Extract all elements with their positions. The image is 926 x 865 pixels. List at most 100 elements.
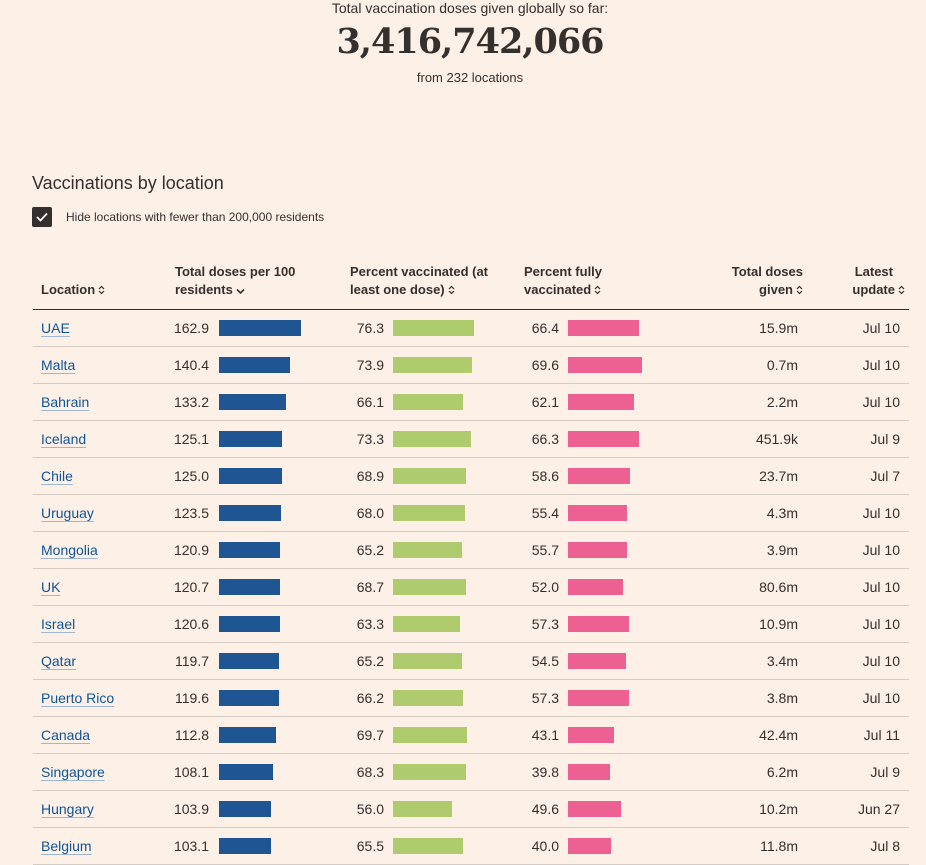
table-row: Israel 120.6 63.3 57.3 10.9m Jul 10 [33,606,909,643]
doses-per-100-value: 120.9 [173,542,209,558]
pct-fully-value: 39.8 [531,764,559,780]
doses-per-100-bar [219,357,290,373]
pct-one-dose-value: 65.2 [356,542,384,558]
table-row: Uruguay 123.5 68.0 55.4 4.3m Jul 10 [33,495,909,532]
doses-per-100-bar [219,838,271,854]
latest-update-value: Jul 10 [862,616,900,632]
hide-small-locations-checkbox[interactable] [32,207,52,227]
latest-update-value: Jul 8 [870,838,900,854]
pct-fully-value: 57.3 [531,616,559,632]
pct-one-dose-value: 63.3 [356,616,384,632]
table-row: Belgium 103.1 65.5 40.0 11.8m Jul 8 [33,828,909,865]
doses-per-100-bar [219,579,280,595]
latest-update-value: Jul 10 [862,690,900,706]
location-link[interactable]: Uruguay [41,505,94,521]
pct-one-dose-value: 66.2 [356,690,384,706]
hide-small-locations-filter[interactable]: Hide locations with fewer than 200,000 r… [32,207,324,227]
latest-update-value: Jul 9 [870,431,900,447]
total-doses-value: 4.3m [766,505,798,521]
table-row: Mongolia 120.9 65.2 55.7 3.9m Jul 10 [33,532,909,569]
column-header-pct-fully-line2: vaccinated [524,282,592,298]
table-header: Location Total doses per 100 residents P… [33,258,909,310]
location-link[interactable]: Mongolia [41,542,98,558]
pct-fully-bar [568,579,624,595]
column-header-pct-fully-line1: Percent fully [524,264,603,280]
pct-fully-bar [568,468,631,484]
pct-one-dose-value: 76.3 [356,320,384,336]
pct-fully-value: 49.6 [531,801,559,817]
column-header-total-doses-line2: given [759,282,793,298]
column-header-total-doses[interactable]: Total doses given [693,263,803,300]
doses-per-100-value: 108.1 [173,764,209,780]
pct-fully-value: 66.3 [531,431,559,447]
latest-update-value: Jul 10 [862,653,900,669]
doses-per-100-value: 119.7 [175,653,209,669]
pct-one-dose-bar [393,653,463,669]
table-row: Malta 140.4 73.9 69.6 0.7m Jul 10 [33,347,909,384]
location-link[interactable]: Bahrain [41,394,90,410]
pct-fully-bar [568,320,639,336]
latest-update-value: Jul 11 [863,727,900,743]
location-link[interactable]: Canada [41,727,91,743]
global-total-value: 3,416,742,066 [336,21,604,62]
doses-per-100-bar [219,394,286,410]
pct-one-dose-value: 68.7 [356,579,384,595]
column-header-pct-one-dose-line1: Percent vaccinated (at [350,264,489,280]
column-header-doses-per-100-line2: residents [175,282,233,298]
doses-per-100-value: 120.6 [173,616,209,632]
doses-per-100-bar [219,727,276,743]
column-header-doses-per-100-line1: Total doses per 100 [175,264,296,280]
sort-descending-icon [236,282,245,300]
pct-one-dose-bar [393,394,464,410]
pct-fully-bar [568,801,621,817]
location-link[interactable]: Iceland [41,431,87,447]
location-link[interactable]: Belgium [41,838,92,854]
pct-one-dose-value: 73.3 [356,431,384,447]
checkmark-icon [36,212,48,222]
pct-one-dose-value: 68.3 [356,764,384,780]
column-header-doses-per-100[interactable]: Total doses per 100 residents [175,263,295,300]
table-body: UAE 162.9 76.3 66.4 15.9m Jul 10 Malta 140.4 73.… [33,310,909,865]
doses-per-100-bar [219,653,280,669]
latest-update-value: Jul 10 [862,505,900,521]
pct-one-dose-bar [393,801,453,817]
total-doses-value: 451.9k [755,431,798,447]
column-header-pct-one-dose[interactable]: Percent vaccinated (at least one dose) [350,263,488,300]
doses-per-100-value: 140.4 [173,357,209,373]
column-header-total-doses-line1: Total doses [731,264,803,280]
latest-update-value: Jul 10 [862,357,900,373]
pct-one-dose-value: 69.7 [356,727,384,743]
table-row: Singapore 108.1 68.3 39.8 6.2m Jul 9 [33,754,909,791]
location-link[interactable]: Israel [41,616,76,632]
pct-fully-bar [568,431,639,447]
location-link[interactable]: Puerto Rico [41,690,115,706]
pct-one-dose-bar [393,727,467,743]
doses-per-100-bar [219,616,280,632]
pct-fully-value: 52.0 [531,579,559,595]
column-header-latest-update[interactable]: Latest update [833,263,905,300]
total-doses-value: 42.4m [759,727,798,743]
total-doses-value: 15.9m [759,320,798,336]
location-link[interactable]: UK [41,579,61,595]
pct-one-dose-value: 68.0 [356,505,384,521]
location-link[interactable]: Chile [41,468,73,484]
location-link[interactable]: Malta [41,357,76,373]
pct-fully-value: 57.3 [531,690,559,706]
column-header-pct-fully[interactable]: Percent fully vaccinated [524,263,602,300]
pct-one-dose-bar [393,764,466,780]
sort-icon [98,282,105,300]
location-link[interactable]: Singapore [41,764,105,780]
pct-one-dose-bar [393,690,464,706]
table-row: Hungary 103.9 56.0 49.6 10.2m Jun 27 [33,791,909,828]
column-header-location[interactable]: Location [41,281,105,300]
table-row: Canada 112.8 69.7 43.1 42.4m Jul 11 [33,717,909,754]
column-header-latest-update-line2: update [852,282,895,298]
location-link[interactable]: UAE [41,320,70,336]
location-link[interactable]: Hungary [41,801,94,817]
pct-one-dose-bar [393,579,466,595]
doses-per-100-bar [219,690,280,706]
pct-one-dose-bar [393,320,474,336]
table-row: UAE 162.9 76.3 66.4 15.9m Jul 10 [33,310,909,347]
pct-one-dose-value: 68.9 [356,468,384,484]
location-link[interactable]: Qatar [41,653,77,669]
